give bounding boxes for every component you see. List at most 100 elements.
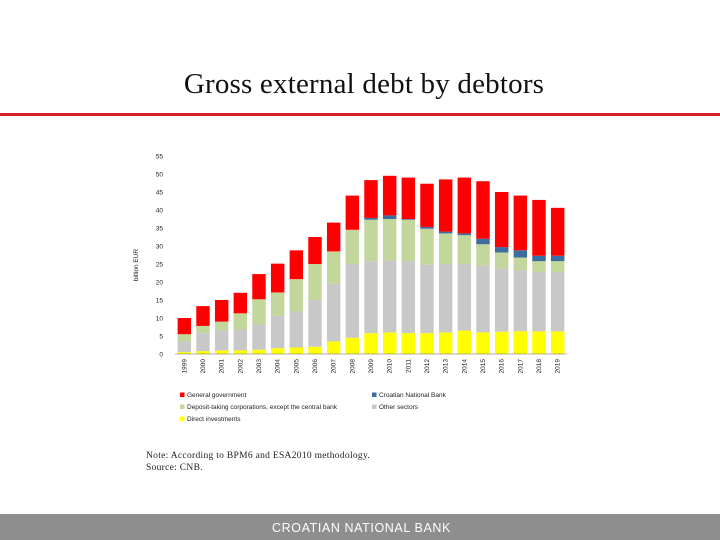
y-tick-label: 25 (156, 261, 164, 268)
legend-swatch-direct-investments (180, 416, 185, 421)
title-divider (0, 113, 720, 116)
x-axis: 1999 2000 2001 2002 2003 2004 2005 2006 2007 2008… (181, 359, 561, 374)
debt-chart: 0 5 10 15 20 25 30 35 40 45 50 55 billion EUR 1999 2… (133, 153, 567, 423)
bar-other-sectors (550, 271, 565, 332)
bar-direct-investments (364, 333, 378, 354)
bar-direct-investments (196, 351, 210, 354)
legend: General government Croatian National Bank… (180, 392, 447, 423)
bar-other-sectors (420, 264, 434, 334)
bar-general-government (513, 195, 528, 251)
bar-deposit-taking-corporations-except-the-central-bank (532, 261, 546, 272)
bar-other-sectors (438, 264, 453, 333)
bar-direct-investments (513, 331, 528, 354)
y-tick-label: 45 (156, 189, 164, 196)
bar-other-sectors (326, 283, 341, 342)
bar-deposit-taking-corporations-except-the-central-bank (550, 261, 565, 272)
legend-label-croatian-national-bank: Croatian National Bank (379, 392, 447, 399)
legend-swatch-deposit-taking-corporations-except-the-central-bank (180, 404, 185, 409)
bar-other-sectors (214, 330, 229, 351)
bar-general-government (532, 199, 546, 256)
bar-croatian-national-bank (420, 226, 434, 229)
x-tick-label: 2008 (349, 359, 356, 374)
bar-direct-investments (494, 331, 509, 354)
bar-croatian-national-bank (364, 217, 378, 220)
y-tick-label: 40 (156, 207, 164, 214)
bar-direct-investments (438, 332, 453, 354)
x-tick-label: 2017 (517, 359, 524, 374)
bar-deposit-taking-corporations-except-the-central-bank (364, 219, 378, 262)
legend-label-other-sectors: Other sectors (379, 404, 419, 411)
bar-other-sectors (308, 300, 322, 347)
bar-croatian-national-bank (457, 233, 472, 236)
bar-direct-investments (382, 332, 397, 354)
bar-other-sectors (494, 268, 509, 332)
legend-label-general-government: General government (187, 392, 246, 399)
bar-general-government (550, 207, 565, 256)
bar-other-sectors (532, 271, 546, 332)
y-tick-label: 5 (159, 333, 163, 340)
bar-other-sectors (401, 261, 416, 334)
bar-direct-investments (308, 346, 322, 354)
bar-general-government (476, 181, 490, 239)
y-tick-label: 0 (159, 351, 163, 358)
bar-general-government (345, 195, 360, 230)
x-tick-label: 2012 (424, 359, 431, 374)
bar-deposit-taking-corporations-except-the-central-bank (476, 244, 490, 266)
bar-general-government (289, 250, 304, 280)
bar-general-government (177, 318, 192, 335)
x-tick-label: 2002 (237, 359, 244, 374)
bar-direct-investments (233, 350, 248, 354)
bar-deposit-taking-corporations-except-the-central-bank (438, 233, 453, 264)
bar-other-sectors (476, 265, 490, 333)
x-tick-label: 2005 (293, 359, 300, 374)
x-tick-label: 2004 (275, 359, 282, 374)
bar-general-government (401, 177, 416, 219)
bar-direct-investments (401, 333, 416, 354)
bar-croatian-national-bank (382, 215, 397, 219)
bar-croatian-national-bank (438, 231, 453, 234)
bar-general-government (438, 179, 453, 232)
bar-deposit-taking-corporations-except-the-central-bank (420, 228, 434, 265)
bar-other-sectors (513, 270, 528, 332)
bar-general-government (457, 177, 472, 234)
legend-swatch-general-government (180, 392, 185, 397)
bar-deposit-taking-corporations-except-the-central-bank (345, 229, 360, 264)
bar-croatian-national-bank (513, 250, 528, 258)
bar-other-sectors (177, 341, 192, 353)
bar-croatian-national-bank (476, 238, 490, 245)
methodology-note: Note: According to BPM6 and ESA2010 meth… (146, 451, 371, 461)
y-tick-label: 35 (156, 225, 164, 232)
bar-direct-investments (532, 331, 546, 354)
bar-croatian-national-bank (494, 247, 509, 253)
x-tick-label: 2006 (312, 359, 319, 374)
x-tick-label: 2016 (499, 359, 506, 374)
notes: Note: According to BPM6 and ESA2010 meth… (146, 450, 370, 474)
bar-deposit-taking-corporations-except-the-central-bank (382, 219, 397, 261)
x-tick-label: 2001 (219, 359, 226, 374)
bar-direct-investments (252, 349, 266, 354)
bar-deposit-taking-corporations-except-the-central-bank (457, 235, 472, 264)
x-tick-label: 2013 (443, 359, 450, 374)
bar-direct-investments (345, 337, 360, 354)
bar-other-sectors (289, 311, 304, 348)
y-tick-label: 15 (156, 297, 164, 304)
bar-direct-investments (550, 331, 565, 354)
bar-croatian-national-bank (401, 219, 416, 220)
bar-deposit-taking-corporations-except-the-central-bank (252, 299, 266, 325)
x-tick-label: 2019 (555, 359, 562, 374)
bar-direct-investments (177, 352, 192, 354)
y-tick-label: 10 (156, 315, 164, 322)
bar-general-government (494, 192, 509, 248)
y-axis: 0 5 10 15 20 25 30 35 40 45 50 55 (156, 153, 164, 358)
bar-deposit-taking-corporations-except-the-central-bank (214, 321, 229, 331)
bar-general-government (252, 274, 266, 300)
bar-general-government (420, 183, 434, 227)
bar-croatian-national-bank (532, 255, 546, 262)
bar-deposit-taking-corporations-except-the-central-bank (233, 313, 248, 330)
bar-direct-investments (326, 341, 341, 354)
x-tick-label: 2003 (256, 359, 263, 374)
bar-general-government (214, 300, 229, 322)
bar-other-sectors (270, 315, 285, 349)
bar-direct-investments (476, 332, 490, 354)
page-title: Gross external debt by debtors (183, 68, 545, 100)
